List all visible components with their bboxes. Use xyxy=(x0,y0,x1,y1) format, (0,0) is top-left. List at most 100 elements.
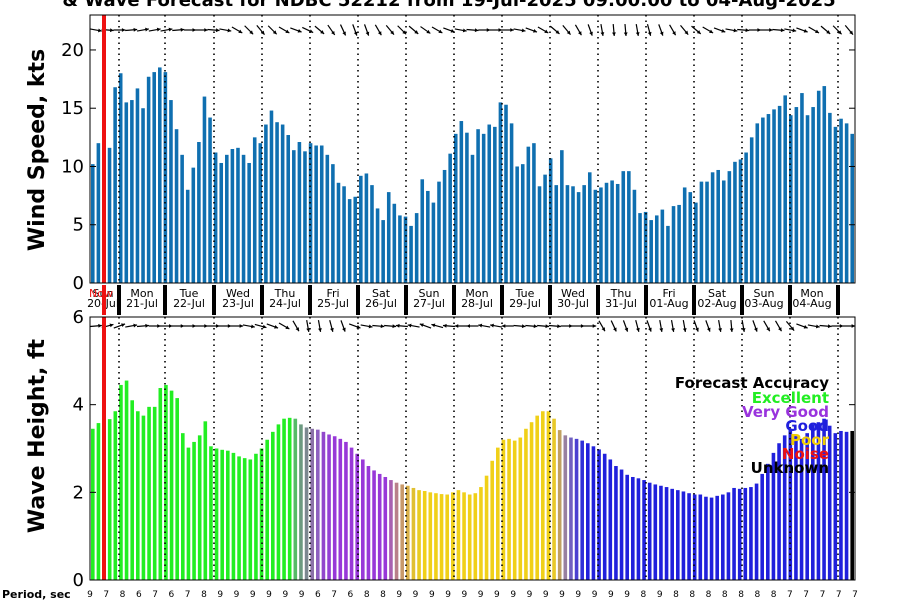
wind-bar xyxy=(543,174,547,283)
wave-bar xyxy=(226,450,230,580)
wind-bar xyxy=(560,150,564,283)
wave-direction-arrow xyxy=(184,324,197,328)
day-separator xyxy=(212,285,216,315)
day-label-date: 28-Jul xyxy=(461,297,493,310)
wave-ytick-label: 4 xyxy=(73,395,84,416)
wind-bar xyxy=(554,185,559,283)
wave-bar xyxy=(355,453,359,580)
wave-bar xyxy=(541,411,545,580)
wave-bar xyxy=(383,476,388,580)
period-value: 8 xyxy=(771,590,777,600)
wave-bar xyxy=(619,469,624,580)
wind-bar xyxy=(481,133,486,283)
wind-bar xyxy=(364,173,369,283)
legend-item-unknown: Unknown xyxy=(751,459,829,477)
period-value: 9 xyxy=(494,590,500,600)
wind-bar xyxy=(682,187,687,283)
wave-direction-arrow xyxy=(831,324,844,328)
wave-direction-arrow xyxy=(89,323,102,328)
legend-title: Forecast Accuracy xyxy=(675,374,829,392)
wind-bar xyxy=(219,162,224,283)
wind-bar xyxy=(694,202,698,283)
day-label-date: 29-Jul xyxy=(509,297,541,310)
day-label-dow: Mon xyxy=(130,287,153,300)
wind-bar xyxy=(453,133,458,283)
day-separator xyxy=(596,285,600,315)
wind-direction-arrow xyxy=(691,25,702,35)
day-separator xyxy=(836,285,840,315)
wind-y-axis-label: Wind Speed, kts xyxy=(25,49,50,251)
wind-bar xyxy=(465,132,469,283)
wind-direction-arrow xyxy=(327,24,336,36)
day-separator xyxy=(308,285,312,315)
wave-bar xyxy=(282,418,286,580)
wind-bar xyxy=(252,137,257,283)
wind-direction-arrow xyxy=(408,25,419,35)
period-value: 9 xyxy=(250,590,256,600)
wave-bar xyxy=(467,494,472,580)
wave-bar xyxy=(732,487,736,580)
wave-bar xyxy=(512,440,517,580)
wind-bar xyxy=(297,142,302,283)
wind-bar xyxy=(794,107,799,283)
wave-direction-arrow xyxy=(682,319,687,333)
wind-bar xyxy=(783,95,787,284)
wave-direction-arrow xyxy=(431,323,444,329)
wind-bar xyxy=(738,159,743,283)
wave-bar xyxy=(647,482,652,580)
day-label-date: 27-Jul xyxy=(413,297,445,310)
wind-direction-arrow xyxy=(600,23,605,37)
wind-bar xyxy=(163,72,168,283)
wind-bar xyxy=(292,150,296,283)
wind-bar xyxy=(710,172,715,283)
period-value: 9 xyxy=(657,590,663,600)
wave-bar xyxy=(344,441,348,580)
wind-direction-arrow xyxy=(267,25,278,35)
wave-ytick-label: 0 xyxy=(73,570,84,591)
period-value: 8 xyxy=(120,590,126,600)
day-label-dow: Tue xyxy=(179,287,199,300)
period-value: 8 xyxy=(641,590,647,600)
period-value: 9 xyxy=(624,590,630,600)
wave-bar xyxy=(124,380,129,580)
wave-bar xyxy=(642,480,646,580)
wave-bar xyxy=(186,447,191,580)
wave-direction-arrow xyxy=(501,324,514,328)
wind-bar xyxy=(587,172,592,283)
wind-bar xyxy=(331,164,335,283)
wind-direction-arrow xyxy=(525,27,538,33)
wave-bar xyxy=(479,487,483,580)
wave-direction-arrow xyxy=(195,324,208,328)
wind-bar xyxy=(258,143,263,283)
wind-bar xyxy=(621,171,626,283)
wave-bar xyxy=(569,437,573,580)
wind-direction-arrow xyxy=(702,26,714,34)
wave-bar xyxy=(203,421,208,580)
wind-bar xyxy=(180,154,184,283)
wave-bar xyxy=(361,459,365,580)
day-separator xyxy=(740,285,744,315)
wave-bar xyxy=(597,449,601,580)
wave-bar xyxy=(687,493,691,580)
wind-direction-arrow xyxy=(172,27,185,32)
wave-bar xyxy=(507,438,511,580)
wind-bar xyxy=(124,102,129,283)
wind-direction-arrow xyxy=(184,28,197,32)
wave-bar xyxy=(614,466,618,580)
wind-direction-arrow xyxy=(290,27,302,33)
wave-direction-arrow xyxy=(442,323,455,328)
day-label-dow: Tue xyxy=(515,287,535,300)
wind-direction-arrow xyxy=(302,26,314,34)
wave-bar xyxy=(827,425,832,580)
period-value: 6 xyxy=(169,590,175,600)
wind-bar xyxy=(442,169,447,283)
wave-bar xyxy=(338,438,343,580)
wind-bar xyxy=(537,186,542,283)
wind-ytick-label: 10 xyxy=(61,156,84,177)
wind-direction-arrow xyxy=(820,25,831,35)
wave-bar xyxy=(147,406,151,580)
chart-title: & Wave Forecast for NDBC 52212 from 19-J… xyxy=(62,0,835,11)
wave-bar xyxy=(181,433,185,580)
wind-direction-arrow xyxy=(549,25,560,35)
wave-direction-arrow xyxy=(348,323,361,329)
